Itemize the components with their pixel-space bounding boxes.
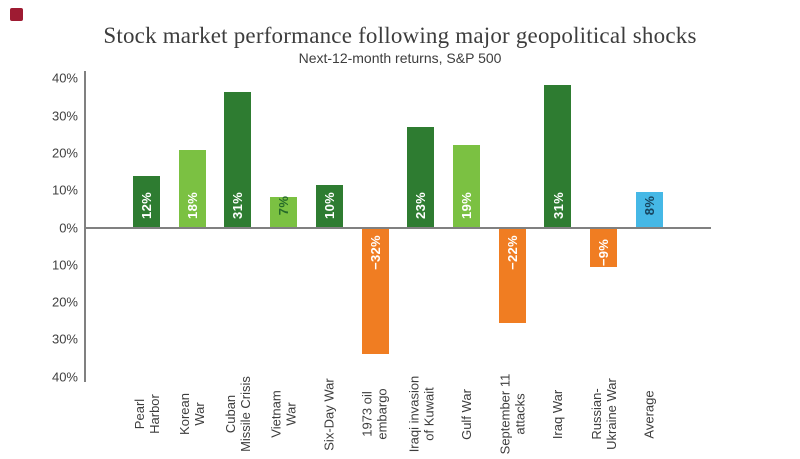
y-tick-label: 0% — [59, 220, 78, 235]
bar-value-label: −32% — [367, 235, 383, 270]
brand-logo-square — [10, 8, 23, 21]
category-label: Gulf War — [459, 388, 475, 440]
bar-cuban-missilecrisis — [224, 92, 252, 228]
bar-average — [635, 192, 663, 228]
y-tick-label: 20% — [51, 294, 78, 310]
category-label: Six-Day War — [321, 377, 337, 451]
category-label: Iraqi invasion of Kuwait — [405, 375, 436, 453]
bar-value-label: 8% — [641, 195, 657, 216]
category-label: Vietnam War — [268, 390, 299, 438]
bar-value-label: 31% — [550, 192, 566, 219]
category-label: September 11 attacks — [497, 373, 528, 455]
zero-baseline — [84, 226, 711, 229]
y-tick-label: 40% — [51, 369, 78, 385]
bar-six-daywar — [315, 184, 343, 228]
bar-korean-war — [178, 149, 206, 228]
bar-value-label: 10% — [321, 192, 337, 219]
category-label: Iraq War — [550, 389, 566, 439]
y-tick-label: 20% — [51, 145, 78, 161]
y-tick-label: 10% — [51, 257, 78, 273]
y-tick-label: 40% — [51, 70, 78, 86]
category-label: Cuban Missile Crisis — [222, 376, 253, 452]
bar-value-label: 18% — [184, 192, 200, 219]
bar-russian--ukrainewar — [590, 227, 618, 268]
category-label: Korean War — [177, 393, 208, 435]
bar-gulfwar — [453, 145, 481, 228]
bar-value-label: 19% — [459, 192, 475, 219]
bar-value-label: 12% — [139, 192, 155, 219]
y-tick-label: 10% — [51, 182, 78, 198]
bar-1973oil-embargo — [361, 227, 389, 355]
y-tick-label: 30% — [51, 108, 78, 124]
bar-value-label: 23% — [413, 192, 429, 219]
bar-iraqiinvasion-ofkuwait — [407, 126, 435, 228]
category-label: Pearl Harbor — [131, 394, 162, 434]
bar-vietnam-war — [270, 196, 298, 228]
bar-iraqwar — [544, 84, 572, 228]
category-label: Russian- Ukraine War — [588, 378, 619, 450]
bar-value-label: −22% — [504, 235, 520, 270]
bar-value-label: 7% — [276, 195, 292, 216]
y-tick-label: 30% — [51, 331, 78, 347]
bar-value-label: −9% — [596, 238, 612, 267]
chart-subtitle: Next-12-month returns, S&P 500 — [298, 50, 502, 66]
category-label: Average — [641, 389, 657, 439]
bar-september11-attacks — [498, 227, 526, 323]
bar-value-label: 31% — [230, 192, 246, 219]
bar-pearl-harbor — [133, 175, 160, 228]
category-label: 1973 oil embargo — [360, 388, 391, 440]
chart-title: Stock market performance following major… — [103, 23, 697, 48]
